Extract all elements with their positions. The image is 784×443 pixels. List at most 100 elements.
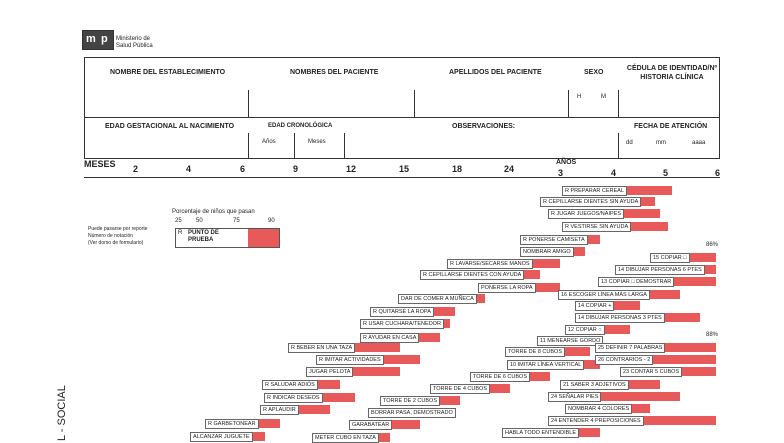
legend-percent: 90 <box>268 218 275 224</box>
field-label: FECHA DE ATENCIÓN <box>634 123 708 130</box>
age-axis <box>84 177 720 178</box>
item-label: BORRAR PASA, DEMOSTRADO <box>368 408 456 418</box>
rule <box>248 90 249 117</box>
item-label: DAR DE COMER A MUÑECA <box>398 294 477 304</box>
age-tick: 5 <box>663 168 669 178</box>
legend-percent: 50 <box>196 218 203 224</box>
item-label: R SALUDAR ADIÓS <box>262 380 318 390</box>
field-label: OBSERVACIONES: <box>452 123 516 130</box>
section-label: L - SOCIAL <box>56 385 68 441</box>
rule <box>618 133 619 158</box>
item-label: R IMITAR ACTIVIDADES <box>316 355 384 365</box>
item-label: 14 COPIAR + <box>575 301 615 311</box>
field-sublabel: mm <box>656 140 666 146</box>
age-tick: 12 <box>346 164 357 174</box>
age-tick: 18 <box>452 164 463 174</box>
rule <box>344 133 345 158</box>
field-sublabel: dd <box>626 140 633 146</box>
item-bar <box>548 392 680 401</box>
logo: m p <box>82 30 114 50</box>
item-label: HABLA TODO ENTENDIBLE <box>502 428 580 438</box>
age-tick: 4 <box>611 168 617 178</box>
percent-note: 86% <box>706 242 719 248</box>
legend-prefix: R <box>178 230 183 236</box>
item-label: 13 COPIAR □ DEMOSTRAR <box>598 277 675 287</box>
item-label: R JUGAR JUEGOS/NAIPES <box>548 209 624 219</box>
logo-m: m <box>86 33 96 45</box>
age-tick: 3 <box>558 168 564 178</box>
age-tick: 9 <box>293 164 299 174</box>
field-label: SEXO <box>584 69 604 76</box>
item-label: R CEPILLARSE DIENTES CON AYUDA <box>420 270 525 280</box>
item-label: 16 ESCOGER LÍNEA MÁS LARGA <box>558 290 650 300</box>
sex-option: M <box>601 94 606 100</box>
item-label: R PREPARAR CEREAL <box>562 186 627 196</box>
item-label: TORRE DE 6 CUBOS <box>470 372 530 382</box>
item-label: R AYUDAR EN CASA <box>360 333 420 343</box>
legend-percent: 75 <box>233 218 240 224</box>
field-label: EDAD GESTACIONAL AL NACIMIENTO <box>105 123 235 130</box>
age-tick: 2 <box>133 164 139 174</box>
item-label: R BEBER EN UNA TAZA <box>288 343 356 353</box>
age-tick: 24 <box>504 164 515 174</box>
item-label: TORRE DE 2 CUBOS <box>380 396 440 406</box>
field-sublabel: Meses <box>308 139 326 145</box>
rule <box>84 117 720 118</box>
item-bar <box>595 355 716 364</box>
rule <box>84 158 720 159</box>
legend-note: Número de notación <box>88 233 134 239</box>
percent-note: 88% <box>706 332 719 338</box>
item-label: R APLAUDIR <box>260 405 299 415</box>
legend-percent: 25 <box>175 218 182 224</box>
field-sublabel: Años <box>262 139 276 145</box>
item-label: 23 CONTAR 5 CUBOS <box>620 367 683 377</box>
item-label: 14 DIBUJAR PERSONAS 3 PTES <box>575 313 665 323</box>
logo-p: p <box>101 33 108 45</box>
item-label: 14 DIBUJAR PERSONAS 6 PTES <box>615 265 705 275</box>
age-tick: 6 <box>240 164 246 174</box>
age-tick: 15 <box>399 164 410 174</box>
field-label: NOMBRE DEL ESTABLECIMIENTO <box>110 69 226 76</box>
legend-note: Puede pasarse por reporte <box>88 226 148 232</box>
item-label: R USAR CUCHARA/TENEDOR <box>360 319 444 329</box>
item-label: R INDICAR DESEOS <box>264 393 323 403</box>
item-label: NOMBRAR 4 COLORES <box>565 404 633 414</box>
item-label: PONERSE LA ROPA <box>478 283 536 293</box>
item-label: R QUITARSE LA ROPA <box>370 307 434 317</box>
item-label: 10 IMITAR LÍNEA VERTICAL <box>507 360 585 370</box>
item-label: JUGAR PELOTA <box>306 367 354 377</box>
axis-label: MESES <box>84 159 116 169</box>
field-label: EDAD CRONOLÓGICA <box>268 123 333 129</box>
item-label: 15 COPIAR □ <box>650 253 690 263</box>
item-label: 24 ENTENDER 4 PREPOSICIONES <box>548 416 644 426</box>
item-label: 21 SABER 3 ADJETIVOS <box>560 380 629 390</box>
ministry: Ministerio de Salud Pública <box>116 36 153 49</box>
item-label: GARABATEAR <box>349 420 393 430</box>
legend-box: R PUNTO DE PRUEBA <box>175 228 280 248</box>
item-label: TORRE DE 8 CUBOS <box>505 347 565 357</box>
legend-title: Porcentaje de niños que pasan <box>172 209 255 215</box>
field-label: CÉDULA DE IDENTIDAD/Nº HISTORIA CLÍNICA <box>626 65 718 81</box>
sex-option: H <box>577 94 582 100</box>
item-label: 25 DEFINIR 7 PALABRAS <box>595 343 666 353</box>
field-label: APELLIDOS DEL PACIENTE <box>449 69 542 76</box>
item-label: NOMBRAR AMIGO <box>520 247 574 257</box>
item-label: R PONERSE CAMISETA <box>520 235 588 245</box>
legend-label: PUNTO DE PRUEBA <box>188 230 219 243</box>
rule <box>414 90 415 117</box>
item-label: METER CUBO EN TAZA <box>312 433 379 443</box>
item-label: R CEPILLARSE DIENTES SIN AYUDA <box>540 197 642 207</box>
item-label: TORRE DE 4 CUBOS <box>430 384 490 394</box>
legend-note: (Ver dorso de formulario) <box>88 240 144 246</box>
item-label: 26 CONTRARIOS - 2 <box>595 355 654 365</box>
item-label: R LAVARSE/SECARSE MANOS <box>447 259 533 269</box>
rule <box>84 57 720 58</box>
rule <box>84 57 85 158</box>
rule <box>248 133 249 158</box>
item-label: 24 SEÑALAR PIES <box>548 392 602 402</box>
item-label: 12 COPIAR ○ <box>565 325 605 335</box>
age-tick: 4 <box>186 164 192 174</box>
field-label: NOMBRES DEL PACIENTE <box>290 69 379 76</box>
field-sublabel: aaaa <box>692 140 706 146</box>
